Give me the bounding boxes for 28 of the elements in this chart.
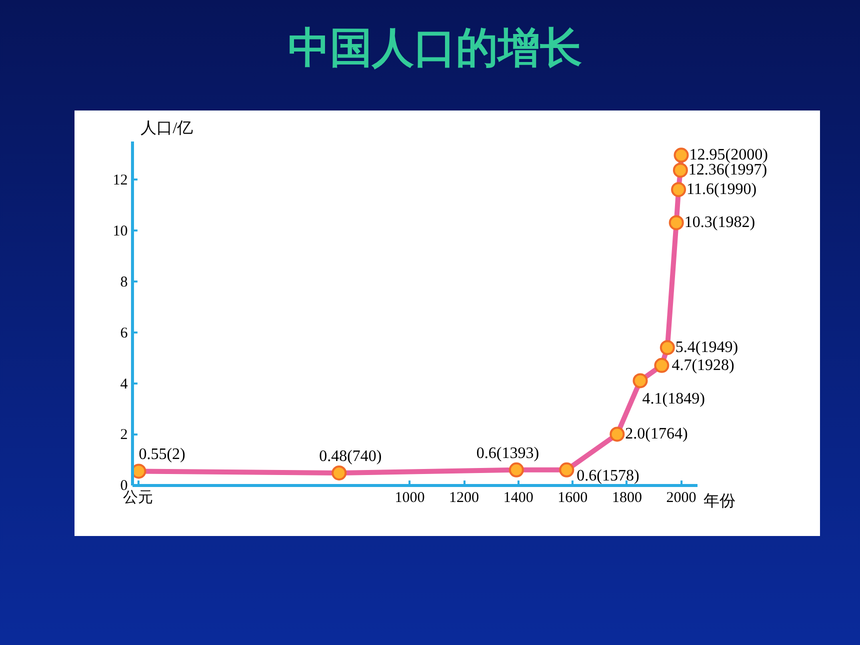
- y-tick-label: 10: [112, 223, 128, 240]
- y-tick-label: 6: [120, 325, 128, 342]
- data-label: 10.3(1982): [684, 214, 756, 232]
- x-tick-label: 1400: [503, 490, 534, 506]
- x-tick-label: 1200: [449, 490, 480, 506]
- y-tick-label: 4: [120, 376, 128, 392]
- x-tick-label: 2000: [666, 490, 696, 506]
- chart-title: 中国人口的增长: [288, 25, 582, 74]
- y-tick-label: 12: [112, 172, 128, 188]
- x-axis-title: 年份: [704, 493, 736, 510]
- x-tick-label: 1600: [558, 490, 588, 506]
- x-tick-label: 1000: [394, 490, 425, 506]
- y-tick-label: 2: [120, 427, 128, 444]
- data-label: 0.55(2): [138, 446, 186, 464]
- data-label: 0.6(1578): [576, 467, 640, 484]
- data-label: 12.95(2000): [689, 146, 768, 164]
- data-label: 4.7(1928): [672, 356, 734, 374]
- y-axis-title: 人口/亿: [140, 120, 194, 138]
- x-tick-label: 1800: [612, 490, 642, 506]
- data-label: 5.4(1949): [675, 339, 738, 356]
- x-tick-label: 公元: [123, 489, 154, 506]
- data-label: 0.6(1393): [476, 444, 540, 462]
- data-label: 2.0(1764): [625, 426, 688, 443]
- data-label: 0.48(740): [319, 448, 382, 465]
- data-label: 4.1(1849): [642, 390, 705, 408]
- data-label: 11.6(1990): [686, 181, 757, 198]
- y-tick-label: 8: [120, 274, 128, 290]
- data-label: 12.36(1997): [688, 162, 768, 179]
